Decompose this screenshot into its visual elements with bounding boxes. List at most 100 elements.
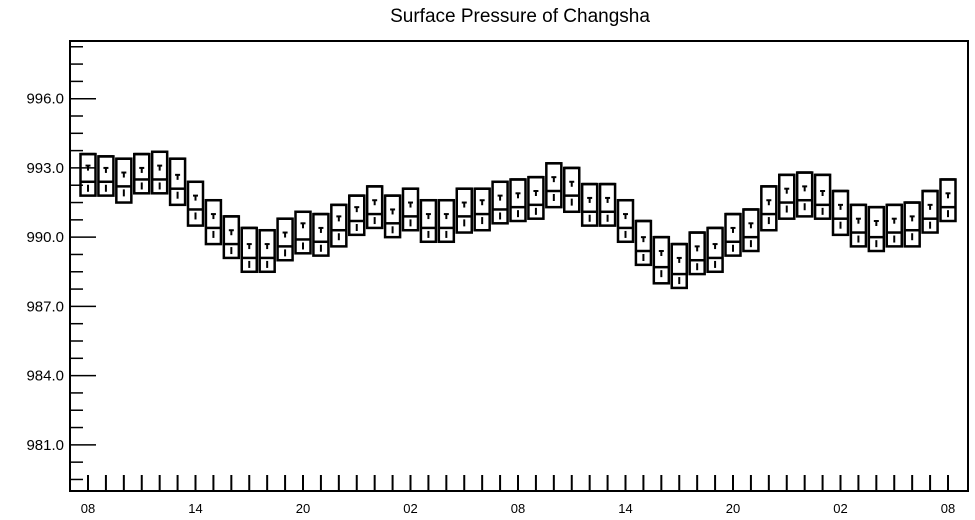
box-mark [742,208,760,253]
box-body [831,189,850,237]
box-mark [939,178,957,223]
box-mark [545,162,563,209]
box-body [312,212,330,257]
box-body [258,228,276,274]
x-axis: 08 14 20 02 08 14 20 02 08 [81,475,955,516]
y-tick-label: 993.0 [26,160,64,177]
box-body [204,198,223,246]
box-body [563,166,581,214]
box-body [97,155,115,197]
y-axis: 981.0 984.0 987.0 990.0 993.0 996.0 [26,46,96,481]
box-body [168,157,187,207]
box-mark [97,155,115,197]
box-mark [849,203,868,248]
box-body [383,194,402,239]
box-body [276,217,294,262]
box-mark [115,157,133,204]
box-mark [79,152,97,197]
box-mark [634,219,653,267]
box-body [365,185,384,230]
box-mark [867,205,886,253]
plot-frame [69,40,969,492]
box-mark [330,203,348,248]
box-body [455,187,473,234]
box-body [133,152,151,195]
box-body [813,173,832,220]
box-mark [419,198,438,244]
box-series [79,150,957,290]
box-body [724,212,742,257]
box-mark [598,182,617,227]
box-body [150,150,169,195]
box-body [545,162,563,209]
box-mark [509,178,527,223]
box-mark [831,189,850,237]
box-body [849,203,868,248]
box-body [634,219,653,267]
box-mark [365,185,384,230]
chart-title: Surface Pressure of Changsha [390,6,650,27]
box-mark [258,228,276,274]
box-body [240,226,258,274]
box-mark [652,235,671,285]
box-body [580,182,599,227]
x-tick-label: 20 [296,501,310,516]
box-body [491,180,509,225]
y-tick-label: 987.0 [26,298,64,315]
box-mark [348,194,366,237]
box-body [795,171,814,218]
box-mark [724,212,742,257]
box-body [473,187,491,232]
box-body [706,226,724,274]
box-body [616,198,635,244]
box-mark [437,198,456,244]
box-body [437,198,456,244]
box-mark [455,187,473,234]
box-body [652,235,671,285]
box-mark [312,212,330,257]
x-tick-label: 02 [833,501,847,516]
box-mark [168,157,187,207]
box-mark [885,203,903,248]
y-tick-label: 990.0 [26,229,64,246]
box-body [778,173,796,220]
box-mark [563,166,581,214]
box-mark [795,171,814,218]
box-mark [186,180,205,227]
x-tick-label: 08 [81,501,95,516]
box-body [921,189,939,234]
box-body [115,157,133,204]
box-mark [903,201,921,248]
box-mark [670,242,688,290]
box-body [294,210,312,255]
y-tick-label: 996.0 [26,91,64,108]
box-mark [813,173,832,220]
box-body [670,242,688,290]
box-mark [706,226,724,274]
box-mark [133,152,151,195]
box-body [903,201,921,248]
box-body [330,203,348,248]
box-mark [778,173,796,220]
box-body [509,178,527,223]
x-tick-label: 14 [618,501,632,516]
box-body [885,203,903,248]
y-tick-label: 984.0 [26,368,64,385]
box-mark [616,198,635,244]
box-mark [204,198,223,246]
box-mark [150,150,169,195]
box-mark [276,217,294,262]
box-mark [473,187,491,232]
box-body [527,175,545,220]
x-tick-label: 20 [726,501,740,516]
box-mark [401,187,420,232]
box-body [222,215,241,260]
box-mark [580,182,599,227]
box-body [348,194,366,237]
x-tick-label: 08 [511,501,525,516]
box-body [688,231,706,276]
box-mark [491,180,509,225]
box-mark [527,175,545,220]
box-mark [688,231,706,276]
